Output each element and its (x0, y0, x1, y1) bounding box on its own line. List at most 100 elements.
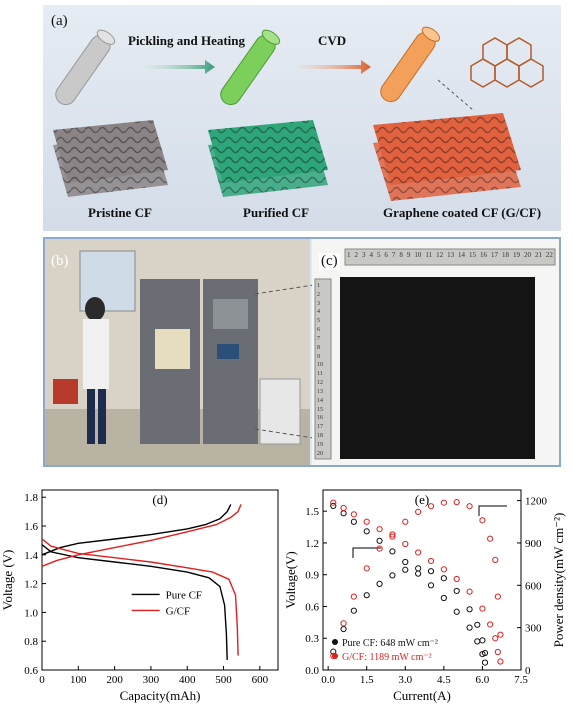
x-tick-label: 1.5 (360, 674, 374, 686)
ruler-tick-label: 19 (512, 251, 520, 259)
y2-tick-label: 600 (525, 580, 542, 592)
voltage-point (481, 659, 489, 666)
y2-axis-label: Power density(mW cm⁻²) (551, 513, 566, 648)
coated-fiber (380, 26, 441, 103)
voltage-point (474, 638, 481, 645)
arrow-2 (299, 60, 371, 74)
y-tick-label: 1.6 (24, 521, 38, 533)
x-tick-label: 400 (179, 674, 196, 686)
series-line-discharge (41, 538, 239, 656)
ruler-tick-label: 2 (354, 251, 358, 259)
ruler-tick-label: 13 (317, 388, 323, 395)
purified-fiber (220, 29, 281, 106)
caption-coated: Graphene coated CF (G/CF) (383, 205, 542, 220)
panel-b-label: (b) (51, 253, 69, 269)
ruler-tick-label: 1 (347, 251, 351, 259)
voltage-point (350, 518, 357, 525)
ruler-tick-label: 18 (317, 433, 323, 440)
ruler-tick-label: 11 (425, 251, 433, 259)
ruler-tick-label: 14 (458, 251, 466, 259)
legend-marker (332, 639, 338, 645)
ruler-tick-label: 9 (317, 353, 320, 360)
caption-pristine: Pristine CF (88, 205, 152, 220)
legend-label: Pure CF: 648 mW cm⁻² (342, 638, 438, 649)
ruler-tick-label: 20 (317, 450, 323, 457)
y-axis-label: Voltage (V) (0, 550, 15, 611)
ruler-tick-label: 16 (480, 251, 488, 259)
voltage-point (492, 635, 499, 642)
voltage-point (427, 557, 435, 565)
x-tick-label: 300 (143, 674, 160, 686)
power-point (479, 517, 486, 524)
voltage-point (453, 575, 460, 583)
ruler-tick-label: 3 (361, 251, 366, 259)
voltage-point (350, 511, 357, 518)
voltage-point (402, 540, 409, 548)
voltage-point (466, 588, 473, 595)
voltage-point (340, 504, 347, 512)
power-point (363, 592, 370, 599)
power-point (481, 649, 489, 657)
ruler-tick-label: 10 (414, 251, 422, 259)
y-tick-label: 1.8 (24, 492, 38, 504)
power-point (402, 518, 409, 525)
ruler-tick-label: 9 (406, 251, 411, 259)
ruler-tick-label: 19 (317, 441, 323, 448)
voltage-point (389, 548, 396, 555)
y-tick-label: 0.6 (24, 665, 38, 677)
voltage-point (376, 526, 383, 533)
ruler-tick-label: 14 (317, 397, 323, 404)
x-tick-label: 6.0 (476, 674, 490, 686)
x-tick-label: 3.0 (398, 674, 412, 686)
voltage-point (466, 624, 473, 631)
ruler-tick-label: 13 (447, 251, 455, 259)
ruler-tick-label: 15 (317, 406, 323, 413)
voltage-point (415, 570, 422, 577)
series-line-discharge (41, 544, 228, 660)
power-point (492, 556, 499, 563)
voltage-point (453, 608, 460, 615)
ruler-tick-label: 18 (501, 251, 509, 259)
y-tick-label: 1.2 (24, 579, 38, 591)
x-tick-label: 500 (215, 674, 232, 686)
power-point (427, 503, 435, 510)
ruler-tick-label: 12 (436, 251, 444, 259)
ruler-tick-label: 2 (317, 291, 320, 298)
voltage-point (487, 621, 494, 628)
power-point (415, 508, 422, 515)
power-point (350, 607, 357, 614)
y-tick-label: 1.5 (305, 506, 319, 518)
ruler-tick-label: 6 (384, 251, 388, 259)
ruler-tick-label: 3 (317, 300, 320, 307)
ruler-tick-label: 16 (317, 415, 323, 422)
chart-d: 0 100 200 300 400 500 600 0.6 0.8 1.0 1.2 1.4 1.6 1.8… (0, 489, 279, 703)
voltage-point (340, 510, 347, 517)
y2-tick-label: 900 (525, 538, 542, 550)
voltage-point (363, 528, 370, 535)
y-tick-label: 0.0 (305, 665, 319, 677)
y2-tick-label: 300 (525, 623, 542, 635)
ruler-tick-label: 7 (317, 335, 320, 342)
step-pickling-label: Pickling and Heating (128, 33, 246, 48)
power-point (350, 593, 357, 600)
power-point (474, 621, 481, 628)
voltage-point (479, 605, 486, 612)
voltage-point (330, 499, 337, 506)
voltage-point (440, 594, 447, 602)
power-point (363, 565, 370, 572)
voltage-point (363, 518, 370, 525)
voltage-point (440, 566, 447, 573)
purified-fabric (208, 120, 328, 197)
ruler-tick-label: 5 (376, 251, 381, 259)
power-point (440, 499, 447, 506)
x-tick-label: 7.5 (514, 674, 528, 686)
series-line-charge (41, 504, 242, 567)
x-tick-label: 0.0 (321, 674, 335, 686)
arrow-1 (143, 60, 215, 74)
power-point (497, 631, 504, 638)
y2-tick-label: 1200 (525, 496, 548, 508)
power-point (466, 503, 473, 510)
legend-marker (332, 653, 338, 659)
y-tick-label: 1.4 (24, 550, 38, 562)
series-line-charge (41, 504, 232, 556)
